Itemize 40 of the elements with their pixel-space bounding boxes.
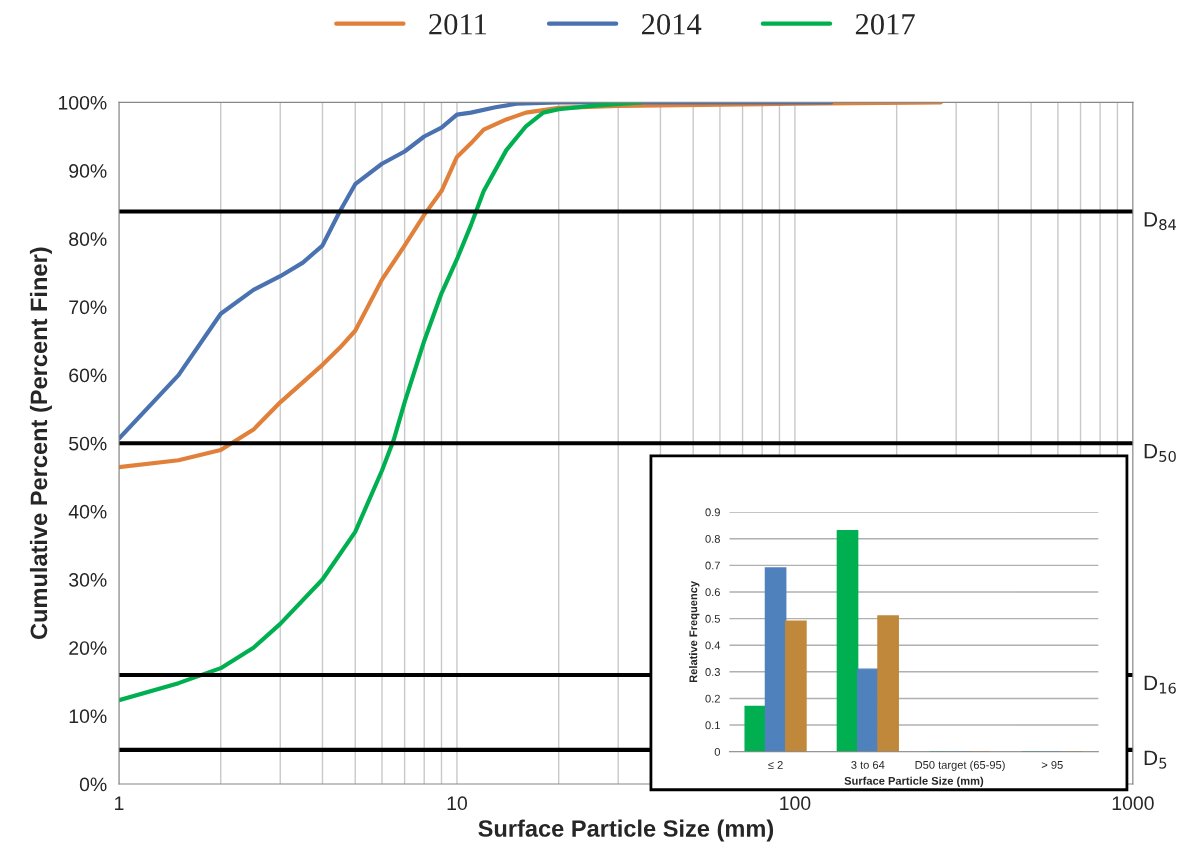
y-tick-label: 10% <box>69 709 107 724</box>
y-tick-label: 40% <box>68 504 107 519</box>
x-tick-label: ≤ 2 <box>768 761 783 769</box>
x-tick-label: > 95 <box>1041 761 1063 769</box>
ref-line-label: D$_{84}$ <box>1144 212 1176 231</box>
x-tick-label: 1 <box>115 796 124 810</box>
x-tick-label: D50 target (65-95) <box>915 760 1005 772</box>
x-tick-label: 10 <box>447 796 468 811</box>
legend-label: 2014 <box>641 14 702 35</box>
y-tick-label: 90% <box>69 164 107 178</box>
y-tick-label: 0.6 <box>705 588 720 597</box>
y-tick-label: 0.9 <box>705 508 720 517</box>
y-tick-label: 30% <box>69 573 107 587</box>
y-tick-label: 80% <box>69 232 107 246</box>
legend-label: 2011 <box>429 14 487 35</box>
legend-label: 2017 <box>855 14 915 35</box>
x-tick-label: 1000 <box>1112 796 1154 811</box>
y-tick-label: 0.3 <box>705 668 720 676</box>
y-tick-label: 70% <box>69 300 107 315</box>
y-tick-label: 0.2 <box>705 694 720 703</box>
ref-line-label: D$_{5}$ <box>1144 750 1167 769</box>
y-tick-label: 0.1 <box>705 721 720 730</box>
y-tick-label: 0.5 <box>705 614 720 623</box>
y-tick-label: 100% <box>58 95 107 110</box>
y-tick-label: 60% <box>69 368 107 383</box>
ref-line-label: D$_{16}$ <box>1144 675 1176 694</box>
x-tick-label: 100 <box>780 796 811 811</box>
y-tick-label: 50% <box>69 436 107 451</box>
y-axis-title: Cumulative Percent (Percent Finer) <box>29 247 52 640</box>
y-tick-label: 0.8 <box>705 534 720 543</box>
x-axis-title: Surface Particle Size (mm) <box>478 819 774 842</box>
x-tick-label: 3 to 64 <box>851 761 885 769</box>
y-tick-label: 0.7 <box>705 561 720 570</box>
y-tick-label: 0% <box>79 777 107 792</box>
x-axis-title: Surface Particle Size (mm) <box>844 776 984 787</box>
y-tick-label: 20% <box>69 641 107 655</box>
y-tick-label: 0 <box>714 747 721 756</box>
ref-line-label: D$_{50}$ <box>1144 443 1176 462</box>
y-axis-title: Relative Frequency <box>689 580 700 683</box>
y-tick-label: 0.4 <box>705 641 721 650</box>
